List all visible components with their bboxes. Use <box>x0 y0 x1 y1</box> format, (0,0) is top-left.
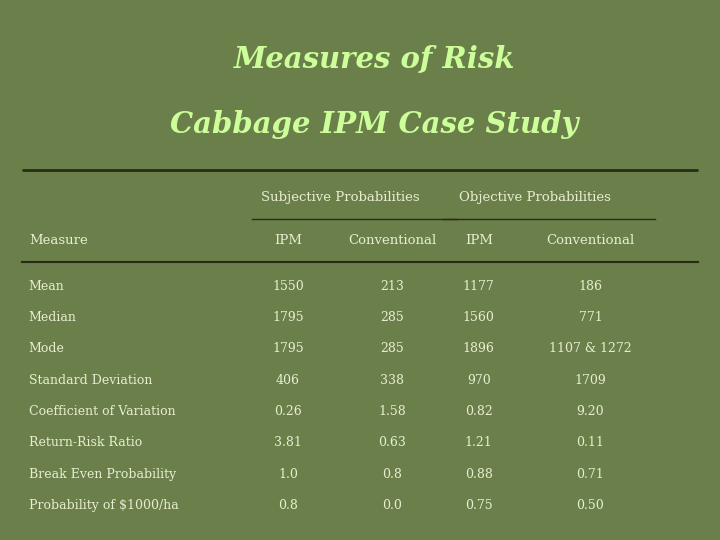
Text: Standard Deviation: Standard Deviation <box>29 374 152 387</box>
Text: Break Even Probability: Break Even Probability <box>29 468 176 481</box>
Text: 1550: 1550 <box>272 280 304 293</box>
Text: Probability of $1000/ha: Probability of $1000/ha <box>29 499 179 512</box>
Text: 970: 970 <box>467 374 490 387</box>
Text: 1560: 1560 <box>463 311 495 324</box>
Text: 0.63: 0.63 <box>379 436 406 449</box>
Text: 406: 406 <box>276 374 300 387</box>
Text: 1.21: 1.21 <box>465 436 492 449</box>
Text: Conventional: Conventional <box>348 234 436 247</box>
Text: 0.71: 0.71 <box>577 468 604 481</box>
Text: 1795: 1795 <box>272 311 304 324</box>
Text: 771: 771 <box>579 311 602 324</box>
Text: Median: Median <box>29 311 76 324</box>
Text: Measures of Risk: Measures of Risk <box>234 45 515 74</box>
Text: 186: 186 <box>578 280 603 293</box>
Text: 0.8: 0.8 <box>278 499 298 512</box>
Text: Return-Risk Ratio: Return-Risk Ratio <box>29 436 142 449</box>
Text: 9.20: 9.20 <box>577 405 604 418</box>
Text: 1896: 1896 <box>463 342 495 355</box>
Text: 285: 285 <box>381 342 404 355</box>
Text: 0.11: 0.11 <box>577 436 604 449</box>
Text: 0.75: 0.75 <box>465 499 492 512</box>
Text: Cabbage IPM Case Study: Cabbage IPM Case Study <box>170 110 579 139</box>
Text: 1.58: 1.58 <box>379 405 406 418</box>
Text: IPM: IPM <box>465 234 492 247</box>
Text: 1709: 1709 <box>575 374 606 387</box>
Text: 285: 285 <box>381 311 404 324</box>
Text: Objective Probabilities: Objective Probabilities <box>459 191 611 204</box>
Text: 1795: 1795 <box>272 342 304 355</box>
Text: 1177: 1177 <box>463 280 495 293</box>
Text: Subjective Probabilities: Subjective Probabilities <box>261 191 420 204</box>
Text: IPM: IPM <box>274 234 302 247</box>
Text: 0.88: 0.88 <box>465 468 492 481</box>
Text: 1.0: 1.0 <box>278 468 298 481</box>
Text: 3.81: 3.81 <box>274 436 302 449</box>
Text: 0.8: 0.8 <box>382 468 402 481</box>
Text: 213: 213 <box>380 280 405 293</box>
Text: Coefficient of Variation: Coefficient of Variation <box>29 405 176 418</box>
Text: 0.50: 0.50 <box>577 499 604 512</box>
Text: Conventional: Conventional <box>546 234 634 247</box>
Text: Mean: Mean <box>29 280 65 293</box>
Text: Mode: Mode <box>29 342 65 355</box>
Text: 1107 & 1272: 1107 & 1272 <box>549 342 631 355</box>
Text: Measure: Measure <box>29 234 88 247</box>
Text: 0.26: 0.26 <box>274 405 302 418</box>
Text: 0.82: 0.82 <box>465 405 492 418</box>
Text: 0.0: 0.0 <box>382 499 402 512</box>
Text: 338: 338 <box>380 374 405 387</box>
